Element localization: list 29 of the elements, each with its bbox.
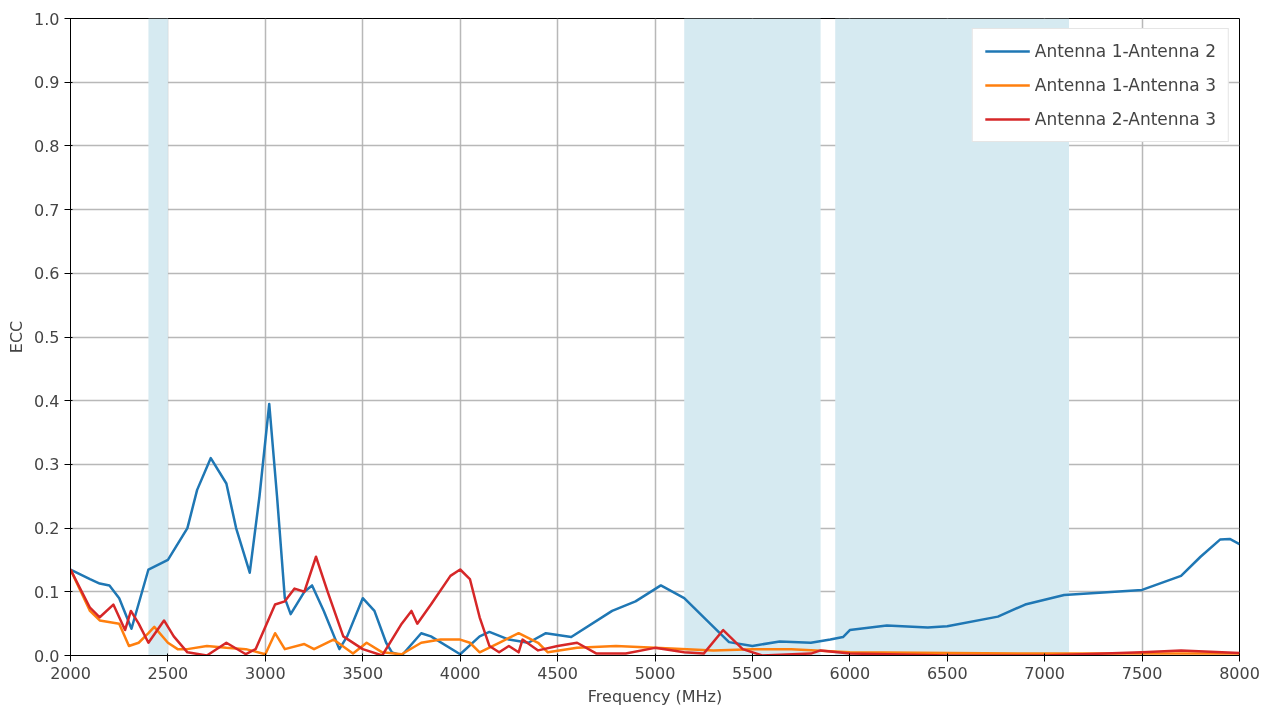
x-tick-label: 6000 bbox=[829, 663, 871, 683]
x-tick-label: 4000 bbox=[439, 663, 481, 683]
y-tick-label: 0.0 bbox=[34, 646, 60, 666]
y-tick-label: 0.7 bbox=[34, 200, 60, 220]
y-tick-label: 0.8 bbox=[34, 136, 60, 156]
x-tick-label: 2500 bbox=[147, 663, 189, 683]
x-tick-label: 7500 bbox=[1121, 663, 1163, 683]
y-tick-label: 0.9 bbox=[34, 73, 60, 93]
y-tick-label: 0.4 bbox=[34, 391, 60, 411]
x-tick-label: 8000 bbox=[1219, 663, 1260, 683]
x-axis-title: Frequency (MHz) bbox=[587, 686, 723, 706]
x-tick-label: 7000 bbox=[1024, 663, 1066, 683]
x-tick-label: 4500 bbox=[537, 663, 578, 683]
x-tick-label: 2000 bbox=[50, 663, 91, 683]
y-tick-label: 0.2 bbox=[34, 519, 60, 539]
y-tick-label: 0.1 bbox=[34, 582, 60, 602]
x-tick-label: 3500 bbox=[342, 663, 384, 683]
legend-label: Antenna 1-Antenna 2 bbox=[1034, 41, 1216, 61]
x-tick-label: 5000 bbox=[634, 663, 676, 683]
legend-label: Antenna 1-Antenna 3 bbox=[1034, 75, 1216, 95]
x-tick-label: 5500 bbox=[732, 663, 773, 683]
y-tick-label: 1.0 bbox=[34, 9, 60, 29]
y-tick-label: 0.5 bbox=[34, 328, 60, 347]
y-tick-label: 0.3 bbox=[34, 455, 60, 475]
x-tick-label: 3000 bbox=[244, 663, 286, 683]
y-tick-label: 0.6 bbox=[34, 264, 60, 284]
y-axis-title: ECC bbox=[7, 320, 27, 354]
legend-label: Antenna 2-Antenna 3 bbox=[1034, 109, 1216, 129]
x-tick-label: 6500 bbox=[926, 663, 968, 683]
